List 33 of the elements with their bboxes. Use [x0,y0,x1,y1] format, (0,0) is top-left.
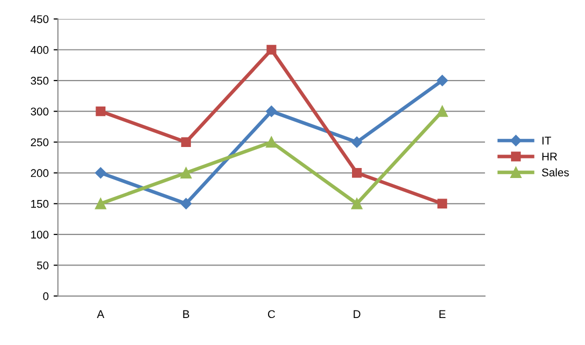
y-tick-label: 250 [30,138,48,146]
legend-label: HR [542,152,557,160]
y-tick-label: 400 [30,46,48,54]
y-tick-label: 200 [30,169,48,178]
y-tick-label: 350 [30,76,48,85]
legend-label: IT [542,136,552,144]
y-tick-label: 300 [30,108,48,116]
y-tick-label: 50 [36,261,48,270]
point [95,198,106,210]
y-tick-label: 150 [31,200,48,208]
point [266,136,277,148]
point [95,167,106,178]
point [437,198,448,209]
point [436,74,448,86]
y-tick-label: 0 [43,292,48,300]
point [180,198,192,210]
point [351,198,362,210]
x-tick-label: C [268,310,276,318]
point [266,106,278,117]
point [352,168,362,178]
y-tick-label: 100 [31,230,48,239]
x-tick-label: E [439,310,446,318]
point [266,44,276,55]
point [96,106,106,116]
x-tick-label: A [96,310,104,318]
point [436,106,448,117]
point [351,136,362,148]
point [180,167,192,178]
y-tick-label: 450 [30,15,48,24]
x-tick-label: B [183,310,190,318]
point [181,137,191,147]
legend-label: Sales [542,168,569,176]
x-tick-label: D [354,310,360,318]
